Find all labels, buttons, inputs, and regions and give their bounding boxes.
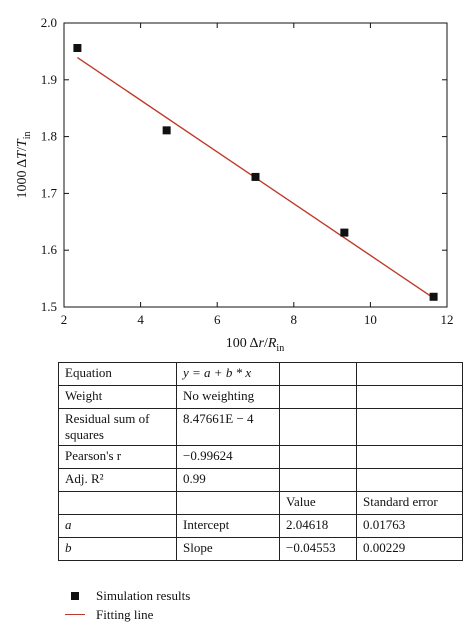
table-cell: b — [58, 537, 177, 561]
table-cell — [356, 445, 463, 469]
legend-label: Fitting line — [96, 606, 154, 622]
table-cell: 8.47661E − 4 — [176, 408, 280, 446]
table-cell: 0.99 — [176, 468, 280, 492]
x-tick-label: 12 — [441, 312, 454, 327]
x-tick-label: 4 — [137, 312, 144, 327]
x-tick-label: 8 — [291, 312, 298, 327]
legend: Simulation results Fitting line — [64, 586, 190, 624]
table-cell: Standard error — [356, 491, 463, 515]
y-tick-label: 1.6 — [41, 242, 58, 257]
data-point — [429, 292, 438, 301]
x-axis-label: 100 Δr/Rin — [226, 336, 284, 354]
scatter-chart: 2 4 6 8 10 12 1.5 1.6 1.7 1.8 1.9 2.0 100 Δr/Rin 10… — [15, 15, 454, 354]
table-row: b Slope −0.04553 0.00229 — [58, 537, 463, 561]
y-tick-label: 1.9 — [41, 72, 57, 87]
y-axis-label: 1000 ΔT/Tin — [15, 132, 33, 199]
table-cell: Slope — [176, 537, 280, 561]
table-cell: −0.04553 — [279, 537, 357, 561]
y-tick-label: 2.0 — [41, 15, 57, 30]
data-points — [73, 43, 438, 301]
table-row: Value Standard error — [58, 491, 463, 515]
table-cell: No weighting — [176, 385, 280, 409]
table-cell — [176, 491, 280, 515]
y-tick-label: 1.7 — [41, 185, 58, 200]
table-cell — [356, 385, 463, 409]
table-row: Residual sum of squares 8.47661E − 4 — [58, 408, 463, 446]
legend-label: Simulation results — [96, 587, 191, 603]
data-point — [162, 126, 171, 135]
y-tick-label: 1.5 — [41, 299, 57, 314]
data-point — [251, 172, 260, 181]
table-cell — [58, 491, 177, 515]
table-cell — [279, 468, 357, 492]
table-cell: Pearson's r — [58, 445, 177, 469]
legend-item: Fitting line — [64, 605, 190, 624]
table-cell: Residual sum of squares — [58, 408, 177, 446]
table-cell: a — [58, 514, 177, 538]
data-point — [340, 228, 349, 237]
x-tick-label: 6 — [214, 312, 221, 327]
red-line-icon — [64, 614, 86, 615]
table-cell: Equation — [58, 362, 177, 386]
table-cell: Value — [279, 491, 357, 515]
table-cell: 2.04618 — [279, 514, 357, 538]
black-square-marker-icon — [64, 591, 86, 600]
table-row: Weight No weighting — [58, 385, 463, 409]
table-cell — [279, 362, 357, 386]
y-tick-label: 1.8 — [41, 129, 57, 144]
table-cell: Intercept — [176, 514, 280, 538]
table-cell: 0.00229 — [356, 537, 463, 561]
x-tick-label: 2 — [61, 312, 68, 327]
table-row: a Intercept 2.04618 0.01763 — [58, 514, 463, 538]
table-cell: 0.01763 — [356, 514, 463, 538]
table-cell: Weight — [58, 385, 177, 409]
x-tick-label: 10 — [364, 312, 377, 327]
table-cell — [279, 408, 357, 446]
table-cell: y = a + b * x — [176, 362, 280, 386]
plot-frame — [63, 22, 448, 308]
table-row: Equation y = a + b * x — [58, 362, 463, 386]
table-cell — [356, 362, 463, 386]
table-row: Adj. R² 0.99 — [58, 468, 463, 492]
table-row: Pearson's r −0.99624 — [58, 445, 463, 469]
axis-ticks: 2 4 6 8 10 12 1.5 1.6 1.7 1.8 1.9 2.0 — [41, 15, 454, 327]
fit-results-table: Equation y = a + b * x Weight No weighti… — [58, 362, 463, 561]
table-cell: Adj. R² — [58, 468, 177, 492]
table-cell — [356, 468, 463, 492]
table-cell — [356, 408, 463, 446]
table-cell — [279, 445, 357, 469]
table-cell: −0.99624 — [176, 445, 280, 469]
data-point — [73, 43, 82, 52]
table-cell — [279, 385, 357, 409]
legend-item: Simulation results — [64, 586, 190, 605]
